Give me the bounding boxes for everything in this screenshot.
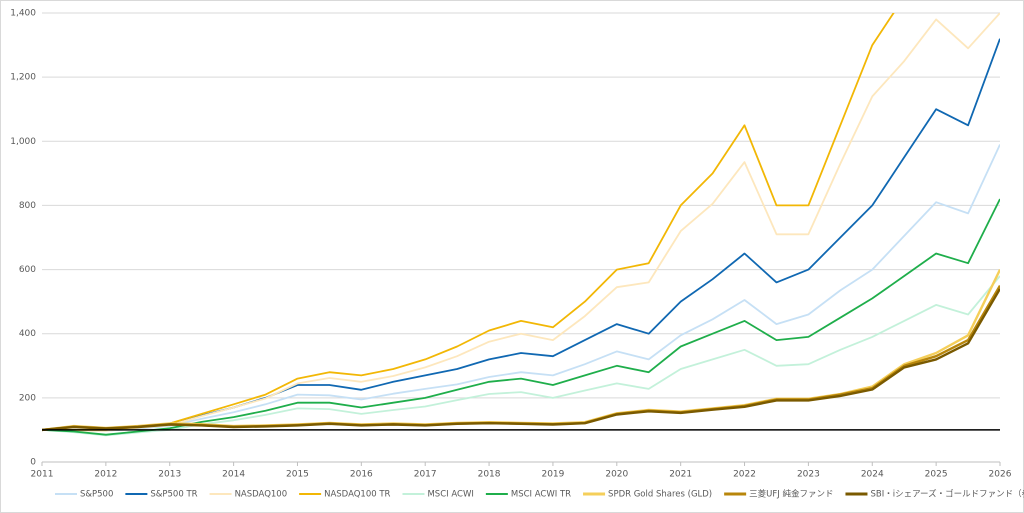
- x-tick-label: 2023: [797, 470, 820, 480]
- y-tick-label: 1,400: [10, 9, 36, 19]
- y-tick-label: 400: [19, 329, 36, 339]
- series-line: [42, 288, 1000, 432]
- x-tick-label: 2013: [158, 470, 181, 480]
- series-line: [42, 144, 1000, 432]
- y-tick-label: 600: [19, 265, 36, 275]
- y-tick-label: 800: [19, 201, 36, 211]
- legend-label: SBI・iシェアーズ・ゴールドファンド（参考）: [870, 489, 1024, 500]
- legend-label: S&P500: [80, 490, 113, 500]
- legend: S&P500 S&P500 TR NASDAQ100 NASDAQ100 TR MSCI…: [55, 489, 1024, 500]
- series-line: [42, 269, 1000, 432]
- series-line: [42, 13, 1000, 432]
- x-tick-label: 2019: [541, 470, 564, 480]
- legend-label: S&P500 TR: [150, 490, 197, 500]
- x-tick-label: 2024: [861, 470, 884, 480]
- y-tick-label: 0: [30, 458, 36, 468]
- legend-label: MSCI ACWI TR: [511, 490, 571, 500]
- y-tick-label: 1,000: [10, 137, 36, 147]
- x-tick-label: 2015: [286, 470, 309, 480]
- x-tick-label: 2018: [478, 470, 501, 480]
- x-tick-label: 2016: [350, 470, 373, 480]
- x-tick-label: 2020: [605, 470, 628, 480]
- x-tick-label: 2026: [989, 470, 1012, 480]
- legend-label: NASDAQ100 TR: [324, 490, 390, 500]
- series-line: [42, 198, 1000, 436]
- y-tick-label: 1,200: [10, 73, 36, 83]
- y-tick-label: 200: [19, 393, 36, 403]
- series-line: [42, 275, 1000, 437]
- legend-label: 三菱UFJ 純金ファンド: [749, 489, 833, 500]
- legend-label: SPDR Gold Shares (GLD): [608, 490, 712, 500]
- series-line: [42, 13, 895, 431]
- x-tick-label: 2014: [222, 470, 245, 480]
- legend-label: MSCI ACWI: [427, 490, 473, 500]
- x-tick-label: 2011: [31, 470, 54, 480]
- plot-lines: [42, 13, 1000, 437]
- x-tick-label: 2017: [414, 470, 437, 480]
- x-tick-label: 2012: [94, 470, 117, 480]
- legend-label: NASDAQ100: [235, 490, 288, 500]
- x-tick-label: 2021: [669, 470, 692, 480]
- x-tick-label: 2025: [925, 470, 948, 480]
- series-line: [42, 38, 1000, 431]
- x-tick-label: 2022: [733, 470, 756, 480]
